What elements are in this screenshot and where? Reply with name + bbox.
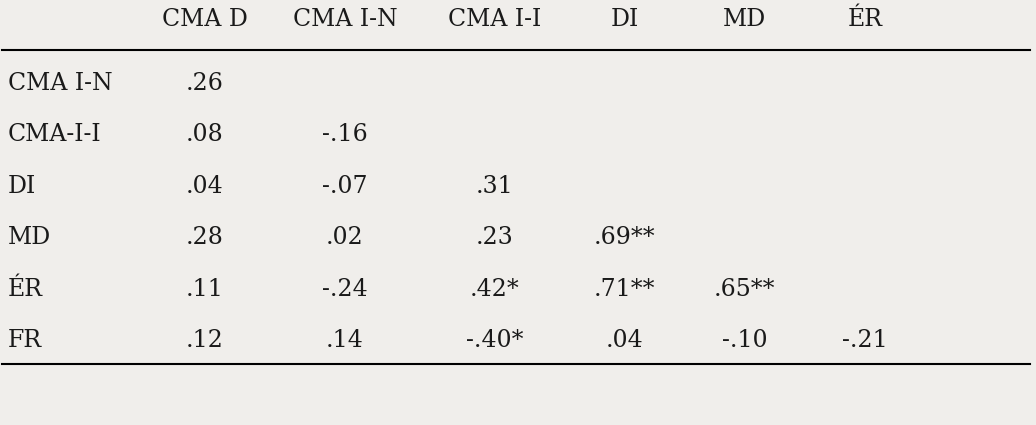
Text: -.24: -.24 [322,278,368,300]
Text: .02: .02 [326,226,364,249]
Text: CMA I-I: CMA I-I [449,8,542,31]
Text: CMA D: CMA D [162,8,248,31]
Text: ÉR: ÉR [847,8,883,31]
Text: -.21: -.21 [842,329,888,352]
Text: .23: .23 [477,226,514,249]
Text: .12: .12 [186,329,224,352]
Text: .28: .28 [186,226,224,249]
Text: .14: .14 [326,329,364,352]
Text: .26: .26 [186,71,224,94]
Text: -.10: -.10 [722,329,768,352]
Text: .11: .11 [186,278,224,300]
Text: .04: .04 [606,329,644,352]
Text: DI: DI [8,175,36,198]
Text: .08: .08 [186,123,224,146]
Text: FR: FR [8,329,42,352]
Text: CMA-I-I: CMA-I-I [8,123,102,146]
Text: ÉR: ÉR [8,278,44,300]
Text: CMA I-N: CMA I-N [293,8,398,31]
Text: MD: MD [723,8,767,31]
Text: .42*: .42* [470,278,520,300]
Text: -.40*: -.40* [466,329,524,352]
Text: MD: MD [8,226,51,249]
Text: .69**: .69** [595,226,656,249]
Text: .04: .04 [186,175,224,198]
Text: .31: .31 [477,175,514,198]
Text: DI: DI [611,8,639,31]
Text: .71**: .71** [595,278,656,300]
Text: .65**: .65** [714,278,776,300]
Text: -.16: -.16 [322,123,368,146]
Text: CMA I-N: CMA I-N [8,71,113,94]
Text: -.07: -.07 [322,175,368,198]
